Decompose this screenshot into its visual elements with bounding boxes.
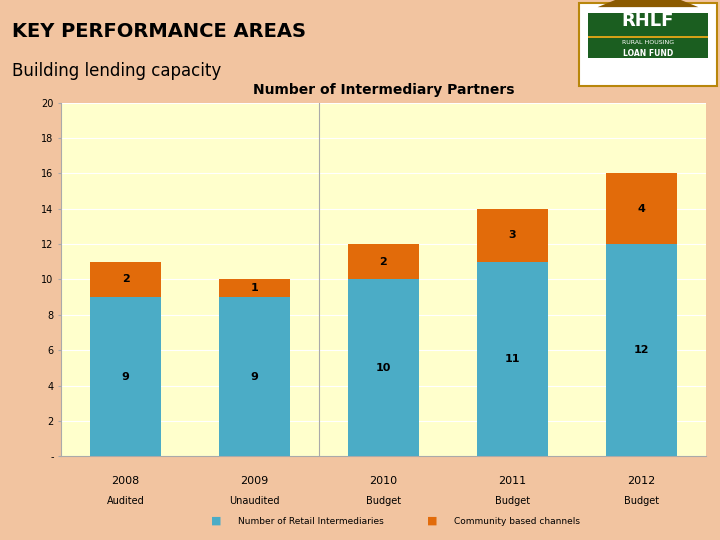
Text: KEY PERFORMANCE AREAS: KEY PERFORMANCE AREAS xyxy=(12,22,305,41)
Text: 2008: 2008 xyxy=(112,476,140,487)
Text: 9: 9 xyxy=(251,372,258,382)
Text: 2011: 2011 xyxy=(498,476,526,487)
Text: 3: 3 xyxy=(508,230,516,240)
Text: Number of Retail Intermediaries: Number of Retail Intermediaries xyxy=(238,517,383,525)
Text: Building lending capacity: Building lending capacity xyxy=(12,62,221,80)
Text: Audited: Audited xyxy=(107,496,145,506)
Text: 2: 2 xyxy=(122,274,130,285)
Text: Unaudited: Unaudited xyxy=(229,496,280,506)
Text: 2009: 2009 xyxy=(240,476,269,487)
Bar xyxy=(90,297,161,456)
Text: 2012: 2012 xyxy=(627,476,655,487)
Text: Budget: Budget xyxy=(624,496,659,506)
Text: ■: ■ xyxy=(211,516,221,526)
Bar xyxy=(348,280,419,456)
Text: 2: 2 xyxy=(379,256,387,267)
Bar xyxy=(477,208,548,262)
Bar xyxy=(477,262,548,456)
Text: 12: 12 xyxy=(634,345,649,355)
Bar xyxy=(588,36,708,38)
Text: ■: ■ xyxy=(427,516,437,526)
Title: Number of Intermediary Partners: Number of Intermediary Partners xyxy=(253,83,514,97)
Bar xyxy=(219,280,290,297)
Text: Community based channels: Community based channels xyxy=(454,517,580,525)
Text: 4: 4 xyxy=(637,204,645,214)
Bar xyxy=(219,297,290,456)
Text: 1: 1 xyxy=(251,284,258,293)
Text: Budget: Budget xyxy=(366,496,401,506)
Text: LOAN FUND: LOAN FUND xyxy=(623,49,673,58)
Bar xyxy=(606,244,677,456)
Text: 2010: 2010 xyxy=(369,476,397,487)
Text: Budget: Budget xyxy=(495,496,530,506)
Text: 10: 10 xyxy=(376,363,391,373)
Bar xyxy=(606,173,677,244)
Bar xyxy=(348,244,419,280)
Text: RHLF: RHLF xyxy=(622,12,674,30)
Bar xyxy=(90,262,161,297)
Polygon shape xyxy=(598,0,698,7)
Text: 11: 11 xyxy=(505,354,520,364)
Bar xyxy=(588,14,708,58)
Text: 9: 9 xyxy=(122,372,130,382)
Text: RURAL HOUSING: RURAL HOUSING xyxy=(622,40,674,45)
